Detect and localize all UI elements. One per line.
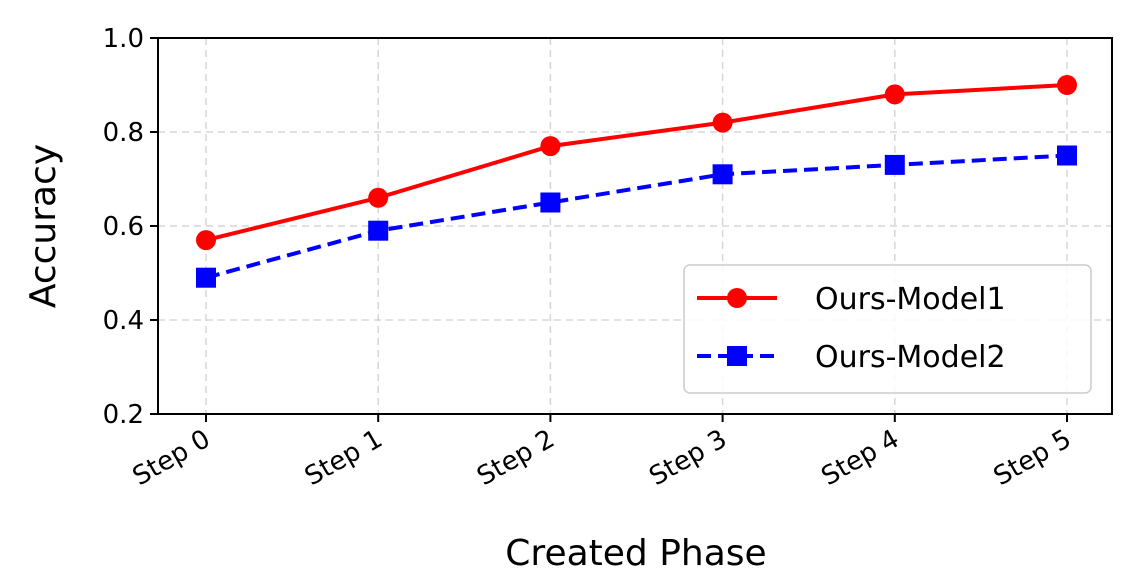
data-point-square — [540, 192, 561, 213]
data-point-circle — [1057, 75, 1077, 95]
series-layer — [196, 75, 1077, 288]
data-point-circle — [712, 112, 733, 133]
y-tick-label: 1.0 — [103, 24, 144, 54]
series-2 — [196, 145, 1077, 288]
x-axis-title: Created Phase — [505, 533, 766, 574]
x-tick-label: Step 4 — [817, 424, 905, 492]
y-axis-ticks: 0.2 0.4 0.6 0.8 1.0 — [103, 24, 158, 430]
legend: Ours-Model1 Ours-Model2 — [683, 264, 1092, 394]
legend-square-marker-icon — [727, 346, 747, 366]
data-point-circle — [884, 84, 905, 105]
series-line — [205, 153, 1068, 280]
y-tick-label: 0.8 — [103, 118, 144, 148]
legend-entry-model1: Ours-Model1 — [697, 282, 1006, 317]
series-1 — [196, 75, 1077, 251]
legend-box — [683, 264, 1092, 394]
x-tick-label: Step 0 — [128, 424, 216, 492]
data-point-square — [196, 267, 216, 288]
data-point-circle — [196, 230, 216, 251]
data-point-square — [884, 154, 905, 175]
x-tick-label: Step 1 — [300, 424, 388, 492]
data-point-square — [712, 164, 733, 185]
x-tick-label: Step 3 — [644, 424, 732, 492]
data-point-circle — [368, 187, 389, 208]
y-axis-title: Accuracy — [23, 144, 64, 308]
series-line — [205, 83, 1068, 243]
x-tick-label: Step 2 — [472, 424, 560, 492]
x-tick-label: Step 5 — [989, 424, 1077, 492]
data-point-circle — [540, 136, 561, 157]
y-tick-label: 0.2 — [103, 400, 144, 430]
data-point-square — [368, 220, 389, 241]
legend-circle-marker-icon — [727, 288, 747, 308]
y-tick-label: 0.4 — [103, 306, 144, 336]
data-point-square — [1057, 145, 1077, 166]
legend-label-model2: Ours-Model2 — [815, 340, 1006, 375]
legend-label-model1: Ours-Model1 — [815, 282, 1006, 317]
y-tick-label: 0.6 — [103, 212, 144, 242]
x-axis-ticks: Step 0 Step 1 Step 2 Step 3 Step 4 Step 5 — [128, 414, 1077, 492]
legend-entry-model2: Ours-Model2 — [697, 340, 1006, 375]
